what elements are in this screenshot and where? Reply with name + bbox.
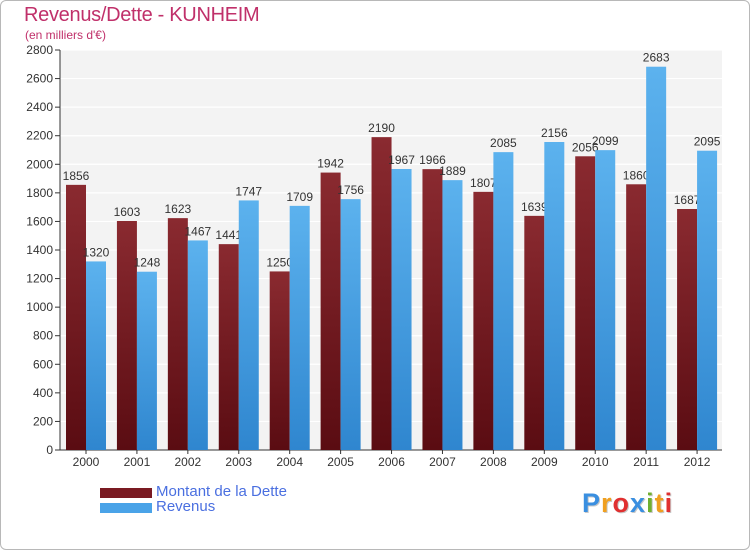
bar-revenue — [544, 142, 565, 450]
bar-revenue — [391, 169, 412, 450]
y-tick-label: 400 — [33, 386, 53, 400]
bar-debt — [66, 184, 86, 450]
data-label-revenue: 1747 — [235, 184, 262, 198]
bar-debt — [473, 191, 494, 450]
x-tick-label: 2010 — [582, 455, 609, 469]
data-label-revenue: 2156 — [541, 126, 568, 140]
data-label-revenue: 1756 — [337, 183, 364, 197]
y-tick-label: 2200 — [26, 129, 53, 143]
chart-title: Revenus/Dette - KUNHEIM — [24, 4, 260, 26]
bar-revenue — [238, 200, 259, 450]
data-label-debt: 1807 — [470, 176, 497, 190]
data-label-debt: 1639 — [521, 200, 548, 214]
data-label-revenue: 1889 — [439, 164, 466, 178]
logo-letter: r — [601, 488, 613, 518]
y-tick-label: 2400 — [26, 100, 53, 114]
x-tick-label: 2011 — [633, 455, 659, 469]
bar-revenue — [697, 150, 718, 450]
bar-revenue — [493, 152, 514, 450]
y-tick-label: 2800 — [26, 43, 53, 57]
data-label-revenue: 1320 — [83, 245, 110, 259]
logo-letter: t — [654, 488, 665, 518]
data-label-debt: 2190 — [368, 121, 395, 135]
y-tick-label: 600 — [33, 357, 53, 371]
x-tick-label: 2009 — [531, 455, 558, 469]
chart-subtitle: (en milliers d'€) — [25, 28, 106, 42]
y-tick-label: 1800 — [26, 186, 53, 200]
data-label-debt: 1942 — [317, 157, 344, 171]
bar-debt — [218, 244, 239, 450]
legend-label-revenue: Revenus — [156, 498, 216, 515]
x-tick-label: 2007 — [429, 455, 456, 469]
bar-debt — [167, 218, 188, 450]
bar-revenue — [646, 66, 667, 450]
data-label-debt: 1856 — [63, 169, 90, 183]
bar-revenue — [86, 261, 106, 450]
y-tick-label: 2000 — [26, 157, 53, 171]
logo-letter: i — [664, 488, 674, 518]
data-label-debt: 1250 — [266, 255, 293, 269]
legend-swatch-revenue — [100, 503, 152, 513]
bar-revenue — [595, 150, 616, 450]
data-label-revenue: 2085 — [490, 136, 517, 150]
bar-revenue — [340, 199, 361, 450]
data-label-revenue: 1709 — [286, 190, 313, 204]
y-tick-label: 1200 — [26, 272, 53, 286]
x-tick-label: 2006 — [378, 455, 405, 469]
x-tick-label: 2004 — [276, 455, 303, 469]
y-tick-label: 1600 — [26, 214, 53, 228]
legend-label-debt: Montant de la Dette — [156, 483, 287, 500]
x-tick-label: 2003 — [225, 455, 252, 469]
data-label-debt: 2056 — [572, 140, 599, 154]
bar-debt — [116, 221, 137, 450]
data-label-revenue: 1248 — [134, 256, 161, 270]
bar-revenue — [187, 240, 208, 450]
logo-letter: x — [630, 488, 647, 518]
bar-debt — [422, 169, 443, 450]
y-tick-label: 0 — [46, 443, 53, 457]
bar-debt — [371, 137, 392, 450]
y-tick-label: 1400 — [26, 243, 53, 257]
y-tick-label: 1000 — [26, 300, 53, 314]
y-tick-label: 200 — [33, 414, 53, 428]
y-tick-label: 2600 — [26, 72, 53, 86]
data-label-revenue: 2099 — [592, 134, 619, 148]
x-tick-label: 2008 — [480, 455, 507, 469]
x-tick-label: 2000 — [73, 455, 100, 469]
data-label-debt: 1441 — [215, 228, 242, 242]
data-label-revenue: 2095 — [694, 135, 721, 149]
legend-swatch-debt — [100, 488, 152, 498]
x-tick-label: 2002 — [174, 455, 201, 469]
data-label-revenue: 1467 — [184, 224, 211, 238]
logo-letter: o — [612, 488, 631, 518]
bar-revenue — [442, 180, 463, 450]
bar-debt — [320, 172, 341, 451]
x-tick-label: 2001 — [124, 455, 151, 469]
y-tick-label: 800 — [33, 329, 53, 343]
bar-debt — [677, 209, 698, 450]
data-label-debt: 1860 — [623, 168, 650, 182]
bar-debt — [524, 215, 545, 450]
bar-revenue — [289, 205, 310, 450]
logo-letter: i — [646, 488, 655, 518]
bar-debt — [269, 271, 290, 450]
data-label-debt: 1687 — [674, 193, 701, 207]
bar-debt — [626, 184, 647, 451]
data-label-revenue: 1967 — [388, 153, 415, 167]
logo-letter: P — [582, 488, 602, 518]
data-label-debt: 1623 — [164, 202, 191, 216]
x-tick-label: 2005 — [327, 455, 354, 469]
x-tick-label: 2012 — [684, 455, 711, 469]
bar-revenue — [136, 271, 157, 450]
data-label-debt: 1603 — [114, 205, 141, 219]
data-label-debt: 1966 — [419, 153, 446, 167]
data-label-revenue: 2683 — [643, 51, 670, 65]
bar-debt — [575, 156, 596, 451]
proxiti-logo: Proxiti — [582, 488, 673, 519]
